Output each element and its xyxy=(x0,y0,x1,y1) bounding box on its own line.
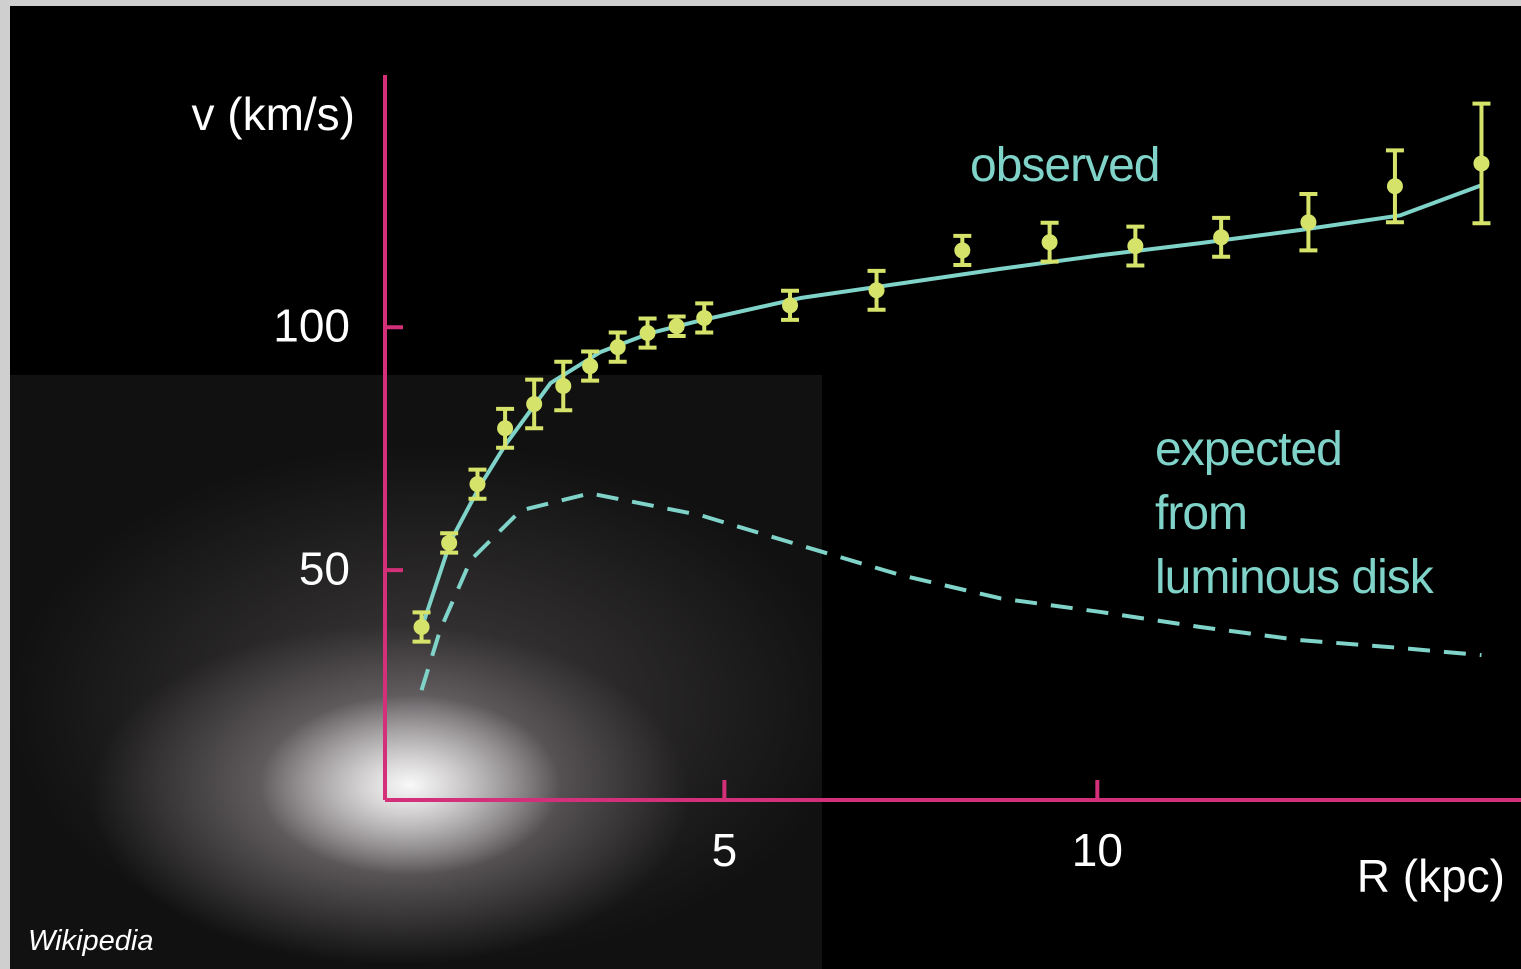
data-point xyxy=(582,358,598,374)
x-tick-label: 10 xyxy=(1072,824,1123,876)
page: v (km/s) R (kpc) 50 100 5 10 observed expec… xyxy=(0,0,1521,969)
data-point xyxy=(1473,155,1489,171)
data-point xyxy=(954,242,970,258)
data-point xyxy=(1300,214,1316,230)
credit: Wikipedia xyxy=(28,925,153,958)
data-point xyxy=(526,396,542,412)
data-point xyxy=(1127,238,1143,254)
data-point xyxy=(441,535,457,551)
data-point xyxy=(555,378,571,394)
data-point xyxy=(497,420,513,436)
data-point xyxy=(1213,229,1229,245)
data-point xyxy=(869,282,885,298)
data-point xyxy=(640,325,656,341)
data-point xyxy=(469,476,485,492)
y-tick-label: 100 xyxy=(273,299,350,351)
data-point xyxy=(1387,178,1403,194)
data-point xyxy=(782,297,798,313)
data-point xyxy=(1042,234,1058,250)
y-tick-label: 50 xyxy=(299,542,350,594)
data-point xyxy=(669,318,685,334)
x-tick-label: 5 xyxy=(712,824,738,876)
data-point xyxy=(696,310,712,326)
y-axis-label: v (km/s) xyxy=(191,88,355,140)
x-axis-label: R (kpc) xyxy=(1357,850,1505,902)
observed-label: observed xyxy=(970,134,1159,198)
data-point xyxy=(414,619,430,635)
expected-label: expected from luminous disk xyxy=(1155,418,1433,610)
data-point xyxy=(610,339,626,355)
